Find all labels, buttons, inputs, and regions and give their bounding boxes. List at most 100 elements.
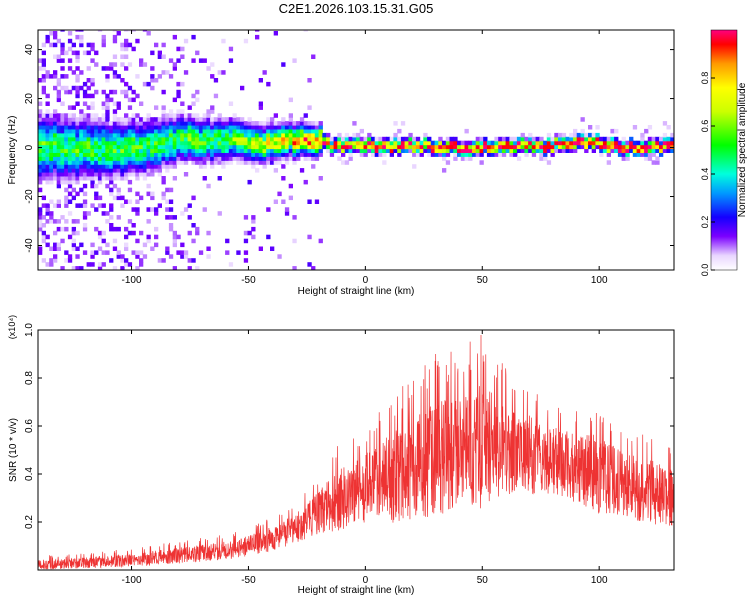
spectrogram-cell	[318, 152, 323, 157]
spectrogram-cell	[337, 144, 342, 150]
spectrogram-cell	[374, 152, 379, 157]
spectrogram-cell	[127, 179, 133, 185]
spectrogram-cell	[86, 42, 91, 48]
spectrogram-cell	[296, 128, 301, 134]
spectrogram-cell	[168, 199, 174, 204]
spectrogram-cell	[614, 140, 619, 146]
spectrogram-cell	[172, 125, 177, 130]
spectrogram-cell	[75, 160, 80, 165]
spectrogram-cell	[41, 78, 46, 83]
spectrogram-cell	[333, 144, 338, 150]
spectrogram-cell	[554, 136, 559, 142]
spectrogram-cell	[191, 136, 196, 142]
spectrogram-cell	[311, 156, 316, 161]
spectrogram-cell	[64, 195, 69, 201]
spectrogram-cell	[38, 172, 43, 177]
spectrogram-cell	[127, 164, 133, 169]
spectrogram-cell	[82, 203, 88, 208]
spectrogram-cell	[318, 128, 323, 134]
spectrogram-cell	[172, 148, 177, 153]
spectrogram-cell	[165, 199, 170, 204]
spectrogram-cell	[79, 152, 84, 157]
spectrogram-cell	[124, 262, 129, 267]
spectrogram-cell	[359, 136, 364, 142]
spectrogram-cell	[180, 148, 185, 153]
spectrogram-cell	[442, 168, 447, 173]
spectrogram-cell	[168, 117, 174, 122]
spectrogram-cell	[49, 219, 54, 224]
spectrogram-cell	[539, 152, 544, 157]
spectrogram-cell	[168, 136, 174, 142]
spectrogram-cell	[112, 38, 118, 44]
spectrogram-cell	[146, 234, 151, 240]
spectrogram-cell	[112, 140, 118, 146]
spectrogram-cell	[558, 132, 563, 138]
spectrogram-cell	[109, 176, 114, 181]
spectrogram-cell	[666, 144, 671, 150]
spectrogram-cell	[513, 144, 518, 150]
spectrogram-cell	[210, 156, 215, 161]
spectrogram-cell	[168, 226, 174, 232]
spectrogram-cell	[67, 89, 73, 95]
spectrogram-cell	[210, 62, 215, 67]
spectrogram-cell	[344, 140, 350, 146]
spectrogram-cell	[258, 152, 263, 157]
spectrogram-cell	[262, 160, 267, 165]
spectrogram-cell	[662, 136, 668, 142]
spectrogram-cell	[154, 160, 159, 165]
spectrogram-cell	[165, 156, 170, 161]
spectrogram-cell	[112, 132, 118, 138]
spectrogram-cell	[45, 132, 50, 138]
spectrogram-cell	[468, 156, 473, 161]
spectrogram-cell	[240, 136, 245, 142]
spectrogram-cell	[225, 132, 230, 138]
spectrogram-cell	[53, 117, 58, 122]
spectrogram-cell	[176, 121, 181, 126]
x-tick-label: -50	[241, 575, 256, 586]
spectrogram-cell	[292, 238, 297, 244]
spectrogram-cell	[281, 148, 286, 153]
spectrogram-cell	[157, 50, 162, 56]
spectrogram-cell	[139, 58, 144, 63]
spectrogram-cell	[154, 128, 159, 134]
spectrogram-cell	[142, 148, 148, 153]
spectrogram-cell	[270, 125, 275, 130]
spectrogram-cell	[94, 128, 99, 134]
spectrogram-cell	[120, 128, 125, 134]
spectrogram-cell	[135, 176, 140, 181]
spectrogram-cell	[543, 140, 548, 146]
spectrogram-cell	[636, 140, 641, 146]
spectrogram-cell	[210, 121, 215, 126]
spectrogram-cell	[539, 148, 544, 153]
spectrogram-cell	[90, 262, 95, 267]
spectrogram-cell	[75, 164, 80, 169]
spectrogram-cell	[67, 179, 73, 185]
spectrogram-cell	[165, 125, 170, 130]
spectrogram-cell	[550, 152, 555, 157]
spectrogram-cell	[168, 156, 174, 161]
spectrogram-cell	[124, 121, 129, 126]
spectrogram-cell	[206, 117, 211, 122]
spectrogram-cell	[60, 74, 65, 79]
spectrogram-cell	[288, 140, 293, 146]
spectrogram-cell	[535, 148, 540, 153]
spectrogram-cell	[161, 113, 166, 118]
spectrogram-cell	[479, 144, 484, 150]
spectrogram-cell	[45, 93, 50, 99]
spectrogram-cell	[284, 152, 290, 157]
spectrogram-cell	[281, 156, 286, 161]
spectrogram-cell	[232, 144, 237, 150]
spectrogram-cell	[580, 144, 585, 150]
spectrogram-cell	[621, 140, 626, 146]
y-tick-label: 0	[24, 144, 35, 150]
spectrogram-cell	[329, 148, 335, 153]
spectrogram-cell	[112, 148, 118, 153]
spectrogram-cell	[262, 156, 267, 161]
spectrogram-cell	[112, 226, 118, 232]
spectrogram-cell	[516, 148, 522, 153]
spectrogram-cell	[221, 136, 226, 142]
spectrogram-cell	[206, 254, 211, 259]
spectrogram-cell	[569, 148, 574, 153]
spectrogram-cell	[109, 140, 114, 146]
spectrogram-cell	[101, 128, 106, 134]
